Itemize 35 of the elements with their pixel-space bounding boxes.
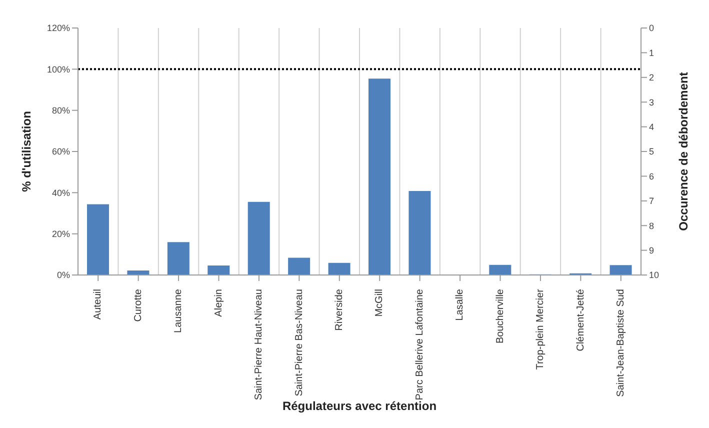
x-tick-label: Saint-Jean-Baptiste Sud bbox=[616, 289, 627, 397]
x-tick-label: Clément-Jetté bbox=[575, 288, 586, 352]
y-tick-label: 40% bbox=[52, 188, 70, 198]
y2-tick-label: 2 bbox=[649, 72, 654, 83]
x-tick-label: Riverside bbox=[334, 288, 346, 331]
y2-tick-label: 7 bbox=[649, 196, 654, 206]
x-tick-label: Saint-Pierre Haut-Niveau bbox=[254, 289, 265, 400]
x-tick-label: Alepin bbox=[213, 289, 224, 317]
x-tick-label: Curotte bbox=[132, 288, 144, 322]
x-tick-label: Lausanne bbox=[173, 288, 184, 333]
x-tick-label: Saint-Pierre Bas-Niveau bbox=[294, 289, 305, 396]
y-axis-title: % d'utilisation bbox=[19, 111, 34, 192]
x-tick-label: Parc Bellerive Lafontaine bbox=[414, 288, 426, 400]
x-tick-label: McGill bbox=[374, 289, 386, 317]
x-axis-title: Régulateurs avec rétention bbox=[282, 399, 437, 413]
x-tick-label: Trop-plein Mercier bbox=[535, 288, 546, 370]
x-tick-label: Boucherville bbox=[494, 288, 506, 344]
y-tick-label: 120% bbox=[46, 23, 70, 34]
y2-tick-label: 8 bbox=[649, 220, 654, 231]
y-tick-label: 20% bbox=[52, 229, 70, 240]
x-tick-label: Auteuil bbox=[92, 289, 104, 320]
y2-axis-title: Occurence de débordement bbox=[676, 72, 690, 231]
y2-tick-label: 0 bbox=[649, 23, 654, 34]
y-tick-label: 0% bbox=[56, 270, 70, 280]
y2-tick-label: 9 bbox=[649, 245, 654, 256]
y2-tick-label: 3 bbox=[649, 97, 654, 108]
y2-tick-label: 4 bbox=[649, 122, 654, 132]
y2-tick-label: 6 bbox=[649, 171, 654, 182]
y-tick-label: 60% bbox=[52, 146, 70, 157]
y-tick-label: 100% bbox=[46, 64, 70, 74]
y-tick-label: 80% bbox=[52, 106, 70, 116]
y2-tick-label: 5 bbox=[649, 146, 654, 157]
y2-tick-label: 1 bbox=[649, 48, 654, 58]
y2-tick-label: 10 bbox=[649, 270, 660, 280]
x-tick-label: Lasalle bbox=[454, 288, 466, 321]
